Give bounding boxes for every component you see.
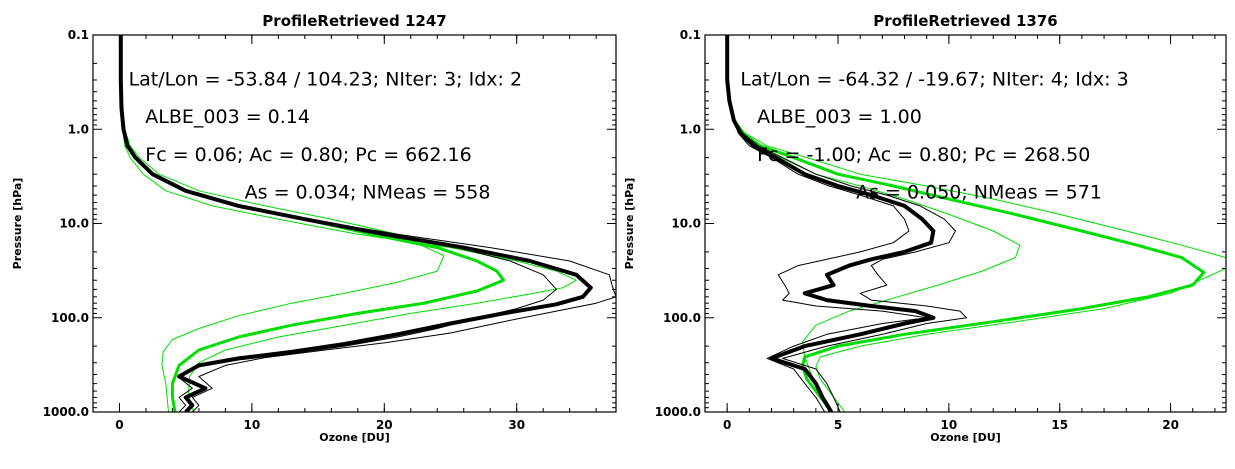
y-tick-label: 10.0 — [671, 217, 701, 231]
x-tick-label: 10 — [244, 418, 261, 432]
y-tick-label: 1.0 — [680, 122, 701, 136]
profile-series-line — [726, 35, 968, 412]
x-tick-label: 20 — [1162, 418, 1179, 432]
annotation-text: Fc = -1.00; Ac = 0.80; Pc = 268.50 — [757, 144, 1090, 166]
y-tick-label: 10.0 — [59, 217, 89, 231]
x-tick-label: 5 — [834, 418, 842, 432]
y-axis-label: Pressure [hPa] — [11, 178, 24, 270]
y-tick-label: 1000.0 — [43, 405, 89, 419]
x-axis-label: Ozone [DU] — [319, 431, 390, 444]
profile-series-line — [120, 35, 616, 412]
plot-frame — [92, 34, 617, 413]
profile-series-line — [726, 35, 1226, 412]
profile-series-line — [725, 35, 936, 412]
chart-panel-1: ProfileRetrieved 1247 0 10 20 30 0.1 1.0 10.0 10… — [11, 12, 617, 444]
profile-series-line — [725, 35, 1206, 412]
y-tick-label: 100.0 — [51, 311, 89, 325]
y-axis-label: Pressure [hPa] — [623, 178, 636, 270]
profile-series-line — [726, 35, 1021, 412]
chart-title: ProfileRetrieved 1247 — [262, 12, 446, 30]
chart-panel-2: ProfileRetrieved 1376 0 5 10 15 20 0.1 1.0 10.0 1… — [623, 12, 1227, 444]
x-tick-label: 0 — [723, 418, 731, 432]
profile-series-line — [726, 35, 928, 412]
y-tick-label: 100.0 — [663, 311, 701, 325]
chart-title: ProfileRetrieved 1376 — [873, 12, 1057, 30]
annotation-text: Fc = 0.06; Ac = 0.80; Pc = 662.16 — [145, 144, 471, 166]
profile-series-line — [120, 35, 557, 412]
y-tick-label: 0.1 — [680, 28, 701, 42]
x-tick-label: 0 — [115, 418, 123, 432]
profile-series-line — [120, 35, 445, 412]
y-tick-label: 1000.0 — [655, 405, 701, 419]
annotation-text: As = 0.050; NMeas = 571 — [856, 181, 1102, 203]
x-tick-label: 15 — [1051, 418, 1068, 432]
annotation-text: ALBE_003 = 1.00 — [757, 106, 922, 128]
x-tick-label: 20 — [376, 418, 393, 432]
profile-series-line — [119, 35, 505, 412]
profile-series-line — [120, 35, 577, 412]
x-tick-label: 10 — [941, 418, 958, 432]
y-tick-label: 1.0 — [68, 122, 89, 136]
annotation-text: Lat/Lon = -53.84 / 104.23; NIter: 3; Idx… — [129, 68, 522, 90]
annotation-text: As = 0.034; NMeas = 558 — [245, 181, 491, 203]
x-tick-label: 30 — [508, 418, 525, 432]
annotation-text: ALBE_003 = 0.14 — [145, 106, 310, 128]
y-tick-label: 0.1 — [68, 28, 89, 42]
annotation-text: Lat/Lon = -64.32 / -19.67; NIter: 4; Idx… — [740, 68, 1128, 90]
x-axis-label: Ozone [DU] — [930, 431, 1001, 444]
